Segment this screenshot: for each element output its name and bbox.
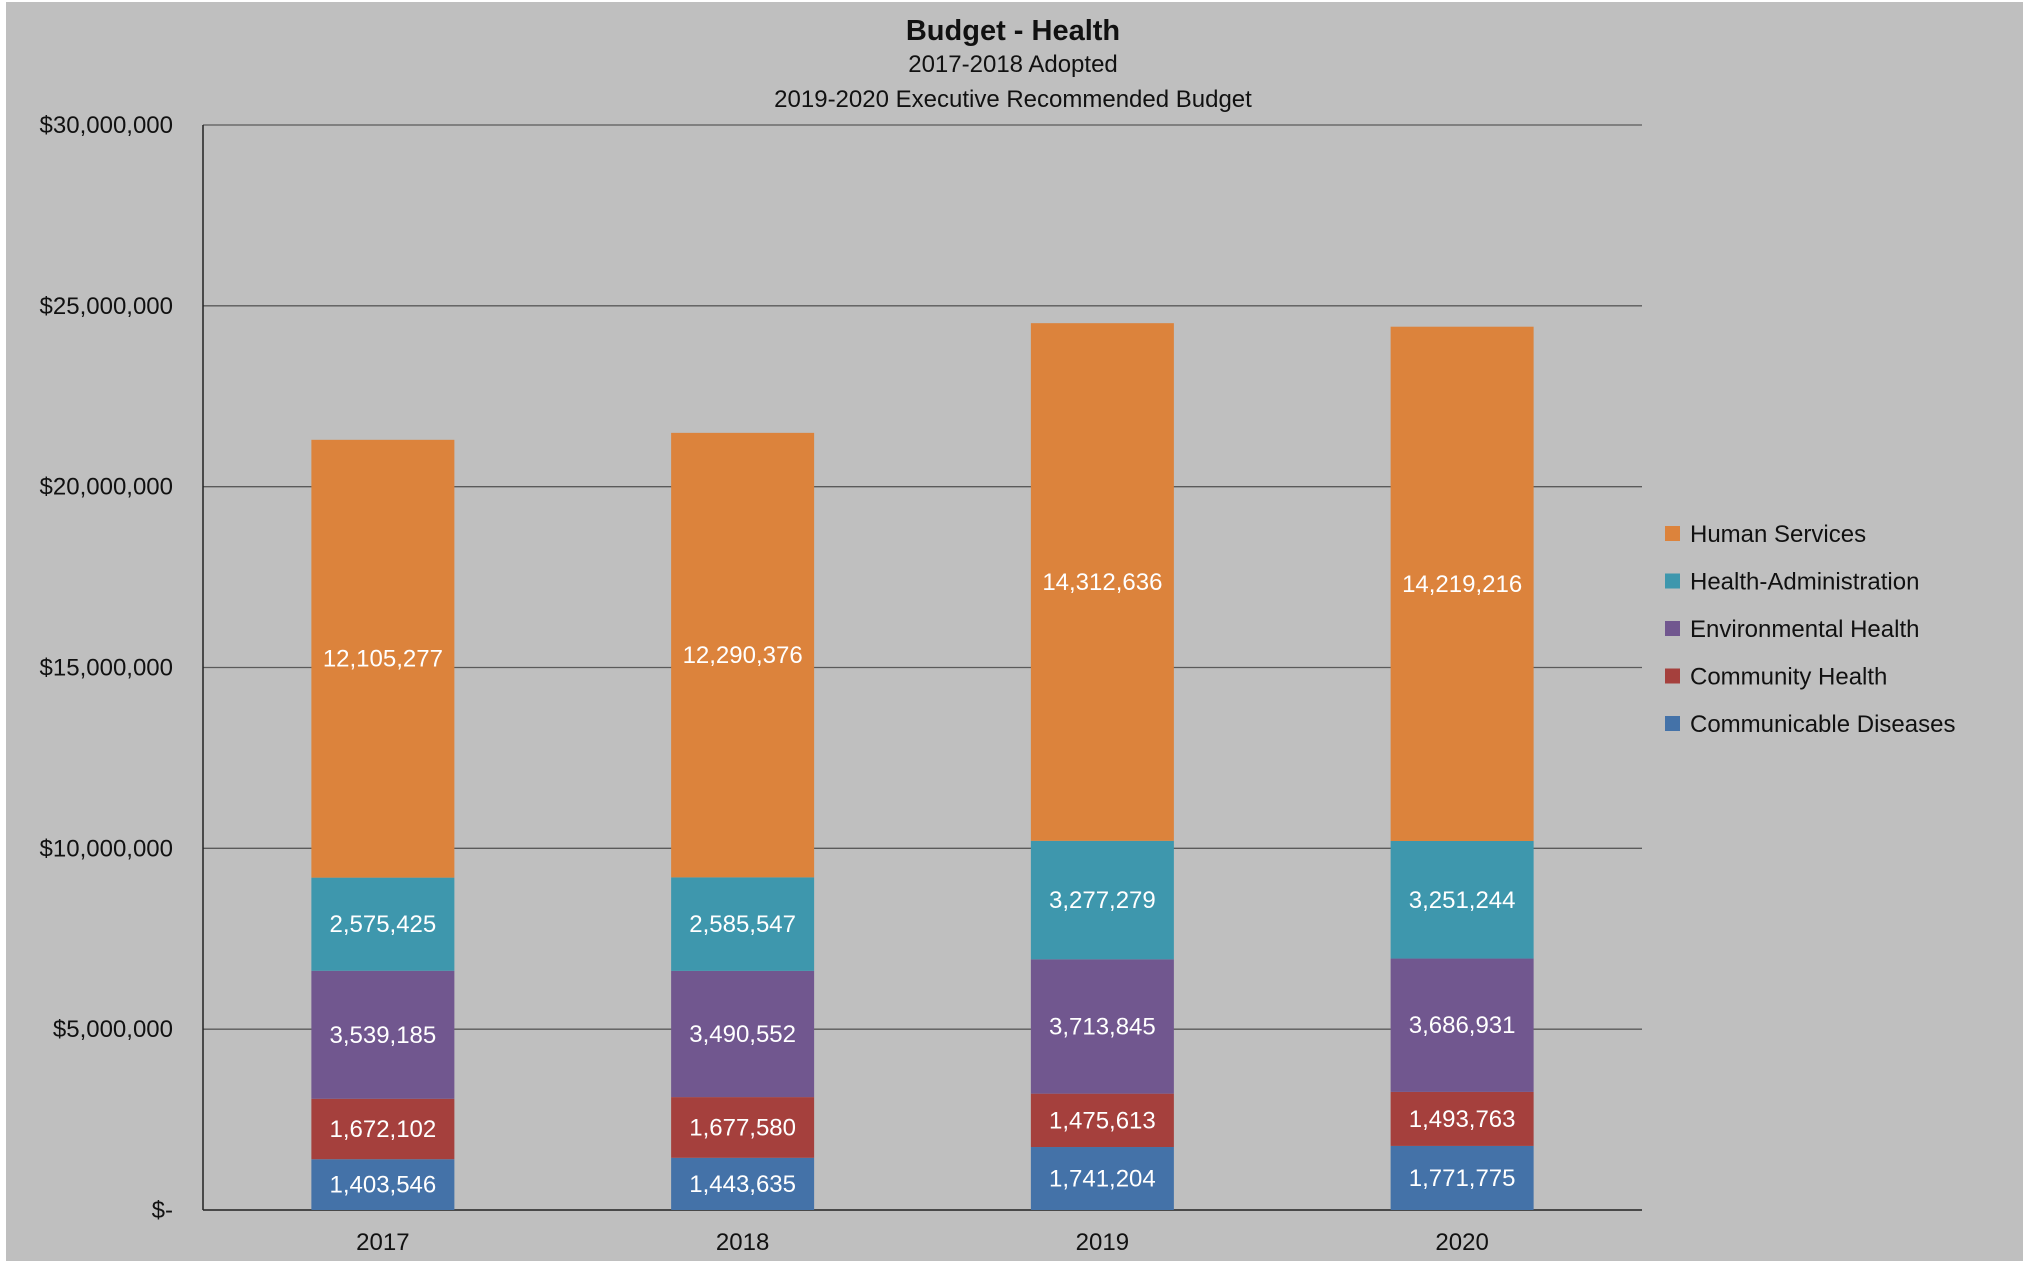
bar-segment [1030,840,1174,960]
data-label: 2,575,425 [329,911,436,938]
bar-segment [311,877,455,971]
bar-segment [1030,323,1174,841]
bar-segment [1390,958,1534,1092]
x-tick-label: 2018 [716,1229,769,1256]
y-tick-label: $20,000,000 [40,474,173,501]
bar-segment [311,439,455,878]
legend-swatch [1665,621,1680,636]
chart-area: Budget - Health 2017-2018 Adopted 2019-2… [6,2,2023,1261]
legend-label: Environmental Health [1690,616,1919,643]
data-label: 1,493,763 [1409,1106,1516,1133]
bar-segment [671,432,815,878]
data-label: 3,251,244 [1409,887,1516,914]
legend-label: Human Services [1690,521,1866,548]
data-label: 14,312,636 [1042,569,1162,596]
bars [311,323,1534,1210]
stacked-bar-chart: Budget - Health 2017-2018 Adopted 2019-2… [40,15,1956,1256]
y-axis: $- $5,000,000 $10,000,000 $15,000,000 $20,00… [40,112,1642,1224]
legend-item: Human Services [1665,521,1866,548]
data-label: 1,443,635 [689,1171,796,1198]
legend-item: Community Health [1665,664,1887,691]
data-label: 3,490,552 [689,1021,796,1048]
data-label: 3,277,279 [1049,887,1156,914]
bar-segment [671,1157,815,1210]
legend-swatch [1665,668,1680,684]
y-tick-label: $10,000,000 [40,835,173,862]
data-label: 1,741,204 [1049,1166,1156,1193]
data-label: 12,105,277 [323,646,443,673]
legend-label: Health-Administration [1690,569,1919,596]
data-labels: 1,403,546 1,672,102 3,539,185 2,575,425 12,1… [323,569,1522,1199]
chart-subtitle-1: 2017-2018 Adopted [908,51,1118,78]
legend-item: Health-Administration [1665,569,1919,596]
data-label: 1,403,546 [329,1172,436,1199]
data-label: 3,713,845 [1049,1013,1156,1040]
data-label: 1,771,775 [1409,1165,1516,1192]
x-tick-label: 2019 [1076,1229,1129,1256]
y-tick-label: $30,000,000 [40,112,173,139]
data-label: 3,539,185 [329,1022,436,1049]
x-axis: 2017 2018 2019 2020 [356,1229,1489,1256]
y-tick-label: $15,000,000 [40,655,173,682]
data-label: 3,686,931 [1409,1012,1516,1039]
bar-segment [1390,840,1534,959]
bar-segment [1030,959,1174,1094]
legend-swatch [1665,526,1680,541]
bar-segment [1390,326,1534,841]
data-label: 12,290,376 [683,642,803,669]
data-label: 1,672,102 [329,1116,436,1143]
y-tick-label: $25,000,000 [40,293,173,320]
bar-segment [311,1159,455,1210]
data-label: 2,585,547 [689,911,796,938]
data-label: 14,219,216 [1402,571,1522,598]
bar-segment [671,1097,815,1158]
x-tick-label: 2020 [1435,1229,1488,1256]
y-tick-label: $5,000,000 [53,1016,173,1043]
chart-subtitle-2: 2019-2020 Executive Recommended Budget [774,86,1252,113]
bar-segment [311,1098,455,1160]
x-tick-label: 2017 [356,1229,409,1256]
data-label: 1,677,580 [689,1114,796,1141]
legend-label: Communicable Diseases [1690,711,1955,738]
bar-segment [671,970,815,1098]
bar-segment [671,877,815,971]
data-label: 1,475,613 [1049,1107,1156,1134]
legend-label: Community Health [1690,664,1887,691]
legend-swatch [1665,573,1680,589]
legend-item: Environmental Health [1665,616,1919,643]
bar-segment [1030,1147,1174,1210]
chart-title: Budget - Health [906,15,1120,47]
bar-segment [1390,1145,1534,1210]
bar-segment [1030,1093,1174,1148]
legend-swatch [1665,716,1680,731]
legend-item: Communicable Diseases [1665,711,1955,738]
legend: Human Services Health-Administration Envir… [1665,521,1955,738]
y-tick-label: $- [152,1197,173,1224]
bar-segment [311,970,455,1099]
bar-segment [1390,1091,1534,1146]
